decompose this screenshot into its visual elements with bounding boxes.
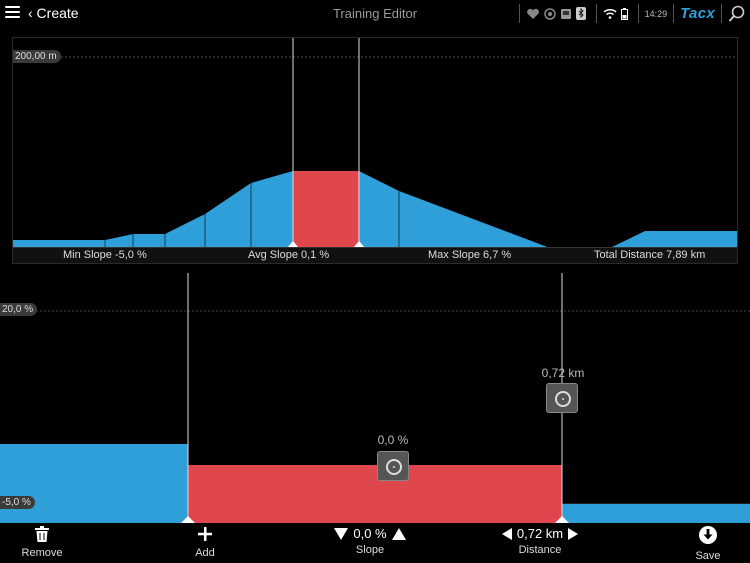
tacx-logo: Tacx	[680, 5, 715, 22]
save-button[interactable]: Save	[688, 525, 728, 562]
divider	[518, 4, 520, 23]
back-create-link[interactable]: ‹ Create	[28, 5, 79, 21]
distance-control: 0,72 km Distance	[490, 526, 590, 556]
detail-prev-segment	[0, 444, 188, 523]
status-area: 14:29 Tacx	[513, 0, 750, 27]
overview-profile	[13, 38, 737, 248]
remove-label: Remove	[21, 547, 63, 559]
distance-increase-icon[interactable]	[568, 527, 579, 540]
overview-segment-left	[13, 171, 293, 248]
avg-slope-stat: Avg Slope 0,1 %	[248, 249, 330, 261]
trainer-icon	[560, 8, 571, 19]
total-distance-stat: Total Distance 7,89 km	[594, 249, 706, 261]
divider	[721, 4, 722, 23]
add-button[interactable]: Add	[185, 526, 225, 559]
detail-end-marker	[555, 516, 569, 523]
slope-increase-icon[interactable]	[391, 527, 406, 540]
battery-icon	[620, 7, 628, 20]
overview-segment-right	[359, 171, 737, 248]
distance-value-label: 0,72 km	[541, 366, 585, 380]
slope-label: Slope	[355, 544, 385, 556]
stats-bar: Min Slope -5,0 % Avg Slope 0,1 % Max Slo…	[13, 247, 737, 263]
slope-value-label: 0,0 %	[377, 433, 409, 447]
menu-icon[interactable]	[5, 6, 20, 19]
detail-profile	[0, 273, 750, 523]
overview-start-marker	[287, 241, 299, 248]
detail-scale-bottom-label: -5,0 %	[0, 496, 35, 509]
overview-scale-label: 200,00 m	[13, 50, 61, 63]
search-icon[interactable]	[728, 5, 746, 23]
trash-icon	[35, 526, 49, 542]
max-slope-stat: Max Slope 6,7 %	[428, 249, 512, 261]
distance-drag-handle[interactable]	[546, 383, 578, 413]
divider	[637, 4, 639, 23]
overview-end-marker	[353, 241, 365, 248]
detail-next-segment	[562, 504, 750, 523]
bluetooth-icon	[575, 7, 586, 20]
cadence-sensor-icon	[543, 7, 556, 20]
segment-detail-chart[interactable]: 20,0 % -5,0 % 0,0 % 0,72 km	[0, 273, 750, 523]
remove-button[interactable]: Remove	[18, 526, 66, 559]
top-bar: ‹ Create Training Editor	[0, 0, 750, 27]
route-overview-chart[interactable]: 200,00 m Min Slope -5,0 % Avg Slope 0,1 …	[12, 37, 738, 264]
heart-rate-icon	[526, 8, 539, 19]
distance-label: Distance	[518, 544, 562, 556]
clock: 14:29	[644, 8, 668, 19]
bottom-toolbar: Remove Add 0,0 % Slope 0,72 km Distance …	[0, 523, 750, 563]
distance-decrease-icon[interactable]	[501, 527, 512, 540]
detail-start-marker	[181, 516, 195, 523]
distance-value: 0,72 km	[516, 526, 564, 541]
divider	[595, 4, 597, 23]
add-label: Add	[195, 547, 215, 559]
download-save-icon	[699, 526, 717, 544]
min-slope-stat: Min Slope -5,0 %	[63, 249, 147, 261]
plus-icon	[198, 527, 212, 541]
slope-drag-handle[interactable]	[377, 451, 409, 481]
slope-control: 0,0 % Slope	[325, 526, 415, 556]
detail-scale-top-label: 20,0 %	[0, 303, 38, 316]
slope-decrease-icon[interactable]	[334, 527, 349, 540]
slope-value: 0,0 %	[353, 526, 387, 541]
detail-selected-segment	[188, 465, 562, 523]
save-label: Save	[695, 550, 721, 562]
divider	[673, 4, 675, 23]
wifi-icon	[603, 8, 617, 19]
overview-selected-segment	[293, 171, 359, 248]
